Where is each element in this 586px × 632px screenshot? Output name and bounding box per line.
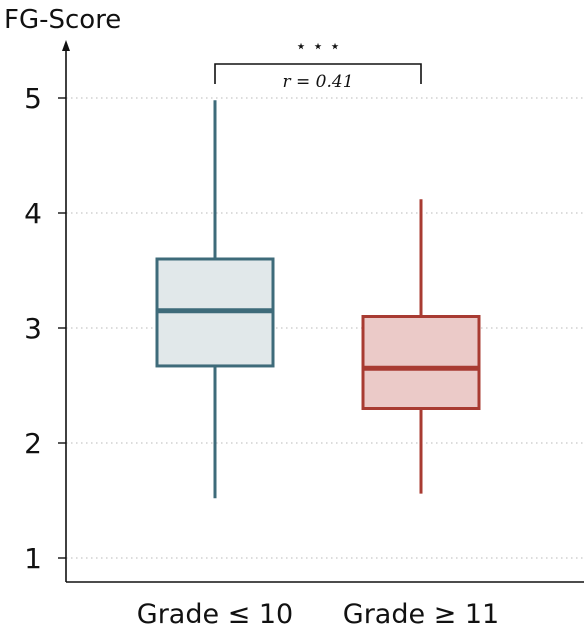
box-1 <box>155 100 275 499</box>
effect-size-label: r = 0.41 <box>282 72 353 92</box>
y-axis-arrow <box>62 40 70 51</box>
y-axis-label: FG-Score <box>4 5 121 35</box>
y-tick-label: 3 <box>24 312 42 345</box>
significance-stars: ⋆ ⋆ ⋆ <box>295 36 340 57</box>
x-tick-labels: Grade ≤ 10 Grade ≥ 11 <box>137 599 499 630</box>
y-tick-label: 5 <box>24 82 42 115</box>
y-tick-label: 2 <box>24 427 42 460</box>
x-tick-label: Grade ≤ 10 <box>137 599 293 630</box>
axes: FG-Score <box>4 5 584 583</box>
y-ticks: 1 2 3 4 5 <box>24 82 66 575</box>
y-tick-label: 4 <box>24 197 42 230</box>
boxes <box>155 100 481 499</box>
box-iqr <box>361 315 481 410</box>
grid-lines <box>66 97 584 559</box>
significance-bracket <box>214 63 422 84</box>
x-tick-label: Grade ≥ 11 <box>343 599 499 630</box>
significance-annotation: ⋆ ⋆ ⋆ r = 0.41 <box>214 36 422 92</box>
y-tick-label: 1 <box>24 542 42 575</box>
box-2 <box>361 199 481 494</box>
